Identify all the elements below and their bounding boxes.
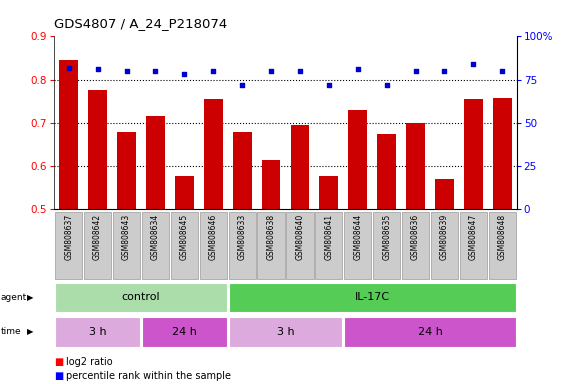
Text: ▶: ▶ xyxy=(27,327,34,336)
Text: IL-17C: IL-17C xyxy=(355,292,390,303)
Text: ■: ■ xyxy=(54,371,63,381)
Bar xyxy=(319,175,338,209)
Point xyxy=(411,68,420,74)
Text: GSM808634: GSM808634 xyxy=(151,214,160,260)
Text: ■: ■ xyxy=(54,357,63,367)
Bar xyxy=(464,99,483,209)
Bar xyxy=(117,131,136,209)
FancyBboxPatch shape xyxy=(315,212,343,279)
Point xyxy=(353,66,363,73)
FancyBboxPatch shape xyxy=(113,212,140,279)
FancyBboxPatch shape xyxy=(431,212,458,279)
FancyBboxPatch shape xyxy=(460,212,487,279)
FancyBboxPatch shape xyxy=(287,212,313,279)
Text: GSM808636: GSM808636 xyxy=(411,214,420,260)
FancyBboxPatch shape xyxy=(258,212,284,279)
Point xyxy=(295,68,304,74)
Text: GSM808645: GSM808645 xyxy=(180,214,189,260)
Bar xyxy=(348,110,367,209)
FancyBboxPatch shape xyxy=(200,212,227,279)
FancyBboxPatch shape xyxy=(142,212,169,279)
FancyBboxPatch shape xyxy=(171,212,198,279)
Bar xyxy=(406,123,425,209)
FancyBboxPatch shape xyxy=(344,212,371,279)
Text: 24 h: 24 h xyxy=(172,326,197,337)
Text: 24 h: 24 h xyxy=(417,326,443,337)
Text: GSM808643: GSM808643 xyxy=(122,214,131,260)
Point xyxy=(93,66,102,73)
FancyBboxPatch shape xyxy=(84,212,111,279)
FancyBboxPatch shape xyxy=(228,316,343,347)
Point xyxy=(382,82,391,88)
FancyBboxPatch shape xyxy=(402,212,429,279)
Text: control: control xyxy=(122,292,160,303)
FancyBboxPatch shape xyxy=(55,316,140,347)
Bar xyxy=(204,99,223,209)
Text: GSM808633: GSM808633 xyxy=(238,214,247,260)
Text: ▶: ▶ xyxy=(27,293,34,302)
Bar xyxy=(377,134,396,209)
FancyBboxPatch shape xyxy=(344,316,516,347)
Text: 3 h: 3 h xyxy=(277,326,294,337)
Point xyxy=(238,82,247,88)
Bar xyxy=(233,131,252,209)
Text: GSM808638: GSM808638 xyxy=(267,214,276,260)
Bar xyxy=(59,60,78,209)
Bar xyxy=(175,175,194,209)
Bar xyxy=(88,91,107,209)
FancyBboxPatch shape xyxy=(228,212,256,279)
Text: GSM808648: GSM808648 xyxy=(498,214,507,260)
Bar xyxy=(435,179,454,209)
Point xyxy=(122,68,131,74)
Text: agent: agent xyxy=(1,293,27,302)
Point xyxy=(267,68,276,74)
Point xyxy=(180,71,189,78)
FancyBboxPatch shape xyxy=(489,212,516,279)
Bar xyxy=(291,125,309,209)
Point xyxy=(498,68,507,74)
Point xyxy=(440,68,449,74)
Text: GSM808635: GSM808635 xyxy=(382,214,391,260)
Text: GSM808642: GSM808642 xyxy=(93,214,102,260)
Bar xyxy=(493,98,512,209)
Text: percentile rank within the sample: percentile rank within the sample xyxy=(66,371,231,381)
FancyBboxPatch shape xyxy=(55,283,227,312)
Text: GDS4807 / A_24_P218074: GDS4807 / A_24_P218074 xyxy=(54,17,227,30)
Text: GSM808637: GSM808637 xyxy=(64,214,73,260)
Point xyxy=(64,65,73,71)
Text: GSM808641: GSM808641 xyxy=(324,214,333,260)
Text: log2 ratio: log2 ratio xyxy=(66,357,112,367)
Text: GSM808640: GSM808640 xyxy=(295,214,304,260)
FancyBboxPatch shape xyxy=(228,283,516,312)
Bar xyxy=(262,160,280,209)
FancyBboxPatch shape xyxy=(142,316,227,347)
Text: GSM808639: GSM808639 xyxy=(440,214,449,260)
FancyBboxPatch shape xyxy=(55,212,82,279)
FancyBboxPatch shape xyxy=(373,212,400,279)
Point xyxy=(469,61,478,67)
Text: 3 h: 3 h xyxy=(89,326,106,337)
Text: time: time xyxy=(1,327,21,336)
Text: GSM808647: GSM808647 xyxy=(469,214,478,260)
Point xyxy=(324,82,333,88)
Text: GSM808644: GSM808644 xyxy=(353,214,362,260)
Point xyxy=(208,68,218,74)
Bar xyxy=(146,116,165,209)
Text: GSM808646: GSM808646 xyxy=(209,214,218,260)
Point xyxy=(151,68,160,74)
